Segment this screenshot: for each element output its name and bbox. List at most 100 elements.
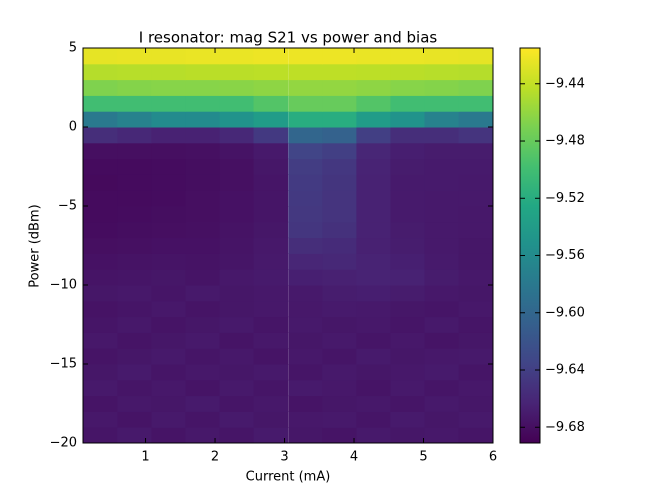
heatmap-cell — [219, 221, 255, 239]
heatmap-cell — [219, 300, 255, 318]
heatmap-cell — [117, 95, 153, 112]
heatmap-cell — [151, 427, 187, 444]
heatmap-cell — [117, 285, 153, 302]
heatmap-cell — [83, 142, 118, 160]
heatmap-cell — [288, 427, 323, 444]
heatmap-cell — [288, 142, 323, 160]
heatmap-cell — [424, 95, 460, 112]
heatmap-cell — [356, 395, 392, 412]
heatmap-cell — [83, 174, 118, 191]
heatmap-cell — [424, 300, 460, 318]
heatmap-cell — [458, 332, 494, 349]
heatmap-cell — [117, 190, 153, 207]
heatmap-cell — [458, 237, 494, 254]
heatmap-cell — [356, 206, 392, 223]
heatmap-cell — [288, 95, 323, 112]
heatmap-cell — [356, 221, 392, 239]
heatmap-cell — [219, 411, 255, 428]
heatmap-cell — [219, 127, 255, 144]
heatmap-cell — [219, 111, 255, 128]
heatmap-cell — [322, 158, 358, 175]
heatmap-cell — [185, 190, 221, 207]
heatmap-cell — [185, 206, 221, 223]
colorbar-tick-label: −9.48 — [545, 134, 585, 149]
heatmap-cell — [322, 142, 358, 160]
x-tick-label: 4 — [350, 450, 358, 465]
heatmap-cell — [390, 285, 426, 302]
heatmap-cell — [185, 379, 221, 397]
heatmap-cell — [253, 253, 289, 270]
heatmap-cell — [253, 411, 289, 428]
heatmap-cell — [424, 63, 460, 81]
heatmap-cell — [458, 174, 494, 191]
plot-frame — [82, 47, 494, 444]
heatmap-cell — [83, 395, 118, 412]
heatmap-cell — [288, 285, 323, 302]
heatmap-cell — [253, 237, 289, 254]
heatmap-cell — [219, 253, 255, 270]
heatmap-cell — [219, 285, 255, 302]
heatmap-cell — [322, 221, 358, 239]
heatmap-cell — [83, 111, 118, 128]
colorbar-tick-label: −9.68 — [545, 420, 585, 435]
heatmap-cell — [117, 332, 153, 349]
heatmap-cell — [253, 63, 289, 81]
heatmap-cell — [356, 348, 392, 365]
heatmap-cell — [185, 79, 221, 96]
heatmap-cell — [424, 411, 460, 428]
heatmap-cell — [253, 79, 289, 96]
y-tick-label: 5 — [69, 41, 77, 56]
colorbar-tick-label: −9.44 — [545, 76, 585, 91]
heatmap-cell — [185, 63, 221, 81]
heatmap-cell — [356, 364, 392, 381]
heatmap-cell — [185, 95, 221, 112]
heatmap-cell — [390, 48, 426, 65]
x-tick-label: 5 — [419, 450, 427, 465]
heatmap-cell — [185, 174, 221, 191]
heatmap-cell — [83, 206, 118, 223]
heatmap-cell — [424, 316, 460, 333]
heatmap — [83, 48, 494, 444]
heatmap-cell — [83, 127, 118, 144]
heatmap-cell — [151, 95, 187, 112]
heatmap-cell — [185, 253, 221, 270]
heatmap-cell — [219, 63, 255, 81]
heatmap-cell — [288, 269, 323, 286]
heatmap-cell — [151, 221, 187, 239]
heatmap-cell — [390, 95, 426, 112]
heatmap-cell — [83, 411, 118, 428]
heatmap-cell — [458, 411, 494, 428]
heatmap-cell — [322, 285, 358, 302]
heatmap-cell — [83, 364, 118, 381]
heatmap-cell — [458, 63, 494, 81]
heatmap-cell — [117, 348, 153, 365]
heatmap-cell — [185, 142, 221, 160]
y-tick-label: −5 — [58, 199, 77, 214]
heatmap-cell — [458, 221, 494, 239]
y-tick-label: 0 — [69, 120, 77, 135]
y-tick-label: −15 — [50, 357, 77, 372]
heatmap-cell — [219, 348, 255, 365]
heatmap-cell — [390, 174, 426, 191]
heatmap-cell — [185, 127, 221, 144]
colorbar-tick-label: −9.56 — [545, 248, 585, 263]
heatmap-cell — [458, 111, 494, 128]
heatmap-cell — [83, 269, 118, 286]
heatmap-cell — [288, 174, 323, 191]
heatmap-cell — [356, 253, 392, 270]
heatmap-cell — [151, 63, 187, 81]
heatmap-cell — [151, 285, 187, 302]
heatmap-cell — [390, 221, 426, 239]
heatmap-cell — [185, 48, 221, 65]
heatmap-cell — [424, 111, 460, 128]
heatmap-cell — [390, 364, 426, 381]
heatmap-cell — [458, 364, 494, 381]
heatmap-cell — [117, 127, 153, 144]
heatmap-cell — [151, 79, 187, 96]
heatmap-cell — [117, 269, 153, 286]
heatmap-cell — [288, 364, 323, 381]
heatmap-cell — [117, 79, 153, 96]
heatmap-cell — [356, 300, 392, 318]
heatmap-cell — [253, 95, 289, 112]
heatmap-cell — [458, 79, 494, 96]
